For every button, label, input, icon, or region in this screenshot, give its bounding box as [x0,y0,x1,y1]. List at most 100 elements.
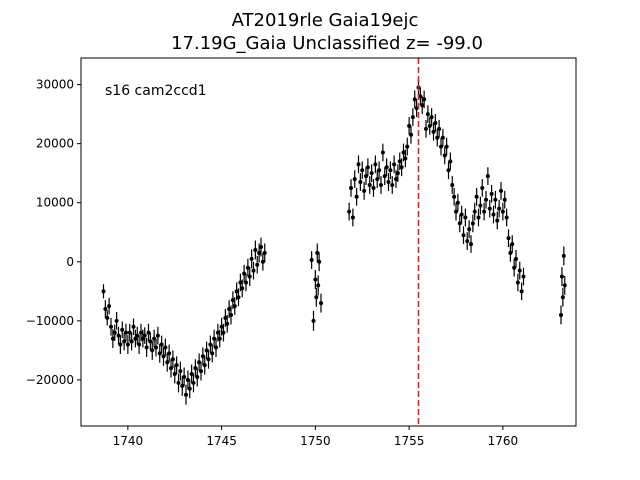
data-point [390,182,395,187]
data-point [360,168,365,173]
data-point [230,298,235,303]
data-point [236,295,241,300]
data-point [249,256,254,261]
data-point [380,150,385,155]
data-point [193,366,198,371]
data-point [465,239,470,244]
data-point [478,203,483,208]
data-point [422,97,427,102]
y-tick-label: 10000 [36,196,74,210]
data-point [253,247,258,252]
y-tick-label: 0 [66,255,74,269]
y-tick-label: −20000 [26,373,74,387]
data-point [424,126,428,131]
data-point [180,383,185,388]
x-tick-label: 1745 [206,434,237,448]
data-point [127,330,132,335]
data-point [317,259,322,264]
data-point [262,250,267,255]
data-point [212,336,217,341]
data-point [202,363,207,368]
data-point [159,342,164,347]
data-point [210,351,215,356]
data-point [407,123,412,128]
data-point [140,336,145,341]
data-point [319,301,323,306]
data-point [309,258,314,263]
data-point [388,168,393,173]
data-point [469,242,473,247]
data-point [313,277,318,282]
data-point [191,380,196,385]
data-point [247,274,252,279]
data-point [474,194,479,199]
data-point [358,180,363,185]
data-point [362,188,367,193]
data-point [500,209,505,214]
data-point [463,215,468,220]
data-point [122,339,127,344]
data-point [118,342,123,347]
data-point [105,315,110,320]
data-point [454,209,458,214]
data-point [350,215,355,220]
data-point [489,191,494,196]
data-point [482,209,487,214]
data-point [354,194,359,199]
data-point [114,318,119,323]
data-point [242,271,247,276]
data-point [425,112,430,117]
data-point [379,182,383,187]
data-point [150,348,155,353]
data-point [155,333,160,338]
data-point [238,280,243,285]
data-point [491,212,496,217]
data-point [240,286,245,291]
data-point [450,182,455,187]
ccd-annotation: s16 cam2ccd1 [105,83,207,99]
data-point [260,259,265,264]
data-point [420,103,425,108]
data-point [427,123,432,128]
chart-marks [101,78,567,405]
data-point [125,342,130,347]
data-point [133,336,138,341]
axes: 1740 1745 1750 1755 1760 −20000 −10000 0 10000 20… [26,57,577,448]
data-point [401,150,406,155]
data-point [559,274,564,279]
data-point [512,265,517,270]
data-point [457,221,462,226]
data-point [259,245,263,250]
y-tick-label: 30000 [36,78,74,92]
data-point [444,144,449,149]
data-point [214,345,218,350]
data-point [495,218,500,223]
plot-frame [80,57,577,427]
data-point [369,171,374,176]
data-point [418,94,423,99]
data-point [497,206,502,211]
data-point [257,250,262,255]
data-point [135,333,140,338]
data-point [124,330,128,335]
data-point [232,304,237,309]
x-tick-label: 1750 [300,434,331,448]
data-point [519,289,524,294]
data-point [382,174,387,179]
data-point [314,295,319,300]
data-point [116,333,121,338]
data-point [167,351,172,356]
data-point [485,174,490,179]
data-point [502,197,507,202]
x-tick-label: 1760 [488,434,519,448]
data-point [435,135,440,140]
data-point [157,351,162,356]
data-point [484,197,488,202]
data-point [112,330,117,335]
data-point [508,250,513,255]
data-point [169,366,173,371]
data-point [227,307,232,312]
data-point [439,144,443,149]
data-point [562,283,567,288]
chart-title-line1: AT2019rle Gaia19ejc [232,10,419,31]
